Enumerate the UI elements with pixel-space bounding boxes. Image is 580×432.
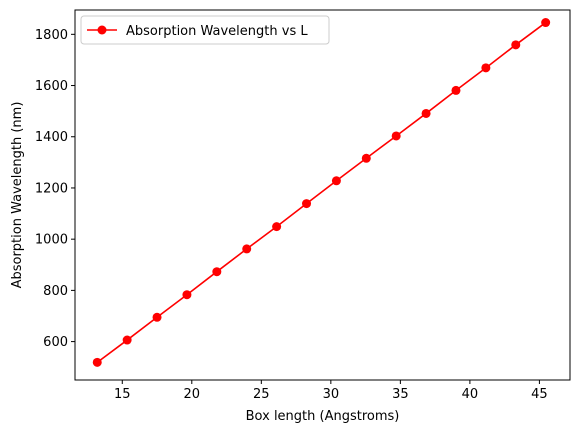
y-tick-label: 1400 [35,130,68,145]
x-tick-label: 35 [392,387,409,402]
data-point [541,18,551,28]
data-point [331,176,341,186]
data-point [361,153,371,163]
data-point [421,108,431,118]
data-point [92,357,102,367]
y-tick-label: 1000 [35,233,68,248]
data-point [481,63,491,73]
data-point [272,222,282,232]
plot-area [74,9,571,381]
x-tick-label: 15 [114,387,131,402]
x-tick-label: 45 [531,387,548,402]
y-tick-label: 1800 [35,28,68,43]
series-line [96,21,547,363]
data-point [511,40,521,50]
data-point [152,312,162,322]
x-tick-label: 20 [184,387,201,402]
y-tick-label: 600 [43,335,68,350]
data-point [122,335,132,345]
data-point [182,290,192,300]
data-point [391,131,401,141]
y-tick-label: 1600 [35,79,68,94]
series-points [92,18,551,367]
y-axis: 600 800 1000 1200 1400 1600 1800 [35,28,75,350]
y-tick-label: 1200 [35,181,68,196]
legend-marker [97,25,107,35]
x-tick-label: 40 [462,387,479,402]
x-axis: 15 20 25 30 35 40 45 [114,380,548,402]
x-tick-label: 30 [323,387,340,402]
legend: Absorption Wavelength vs L [80,15,330,45]
legend-label: Absorption Wavelength vs L [126,24,308,39]
data-point [302,199,312,209]
x-axis-label: Box length (Angstroms) [246,409,400,424]
y-axis-label: Absorption Wavelength (nm) [10,102,25,289]
data-point [212,267,222,277]
x-tick-label: 25 [253,387,270,402]
legend-box [80,15,330,45]
data-point [242,244,252,254]
data-point [451,85,461,95]
y-tick-label: 800 [43,284,68,299]
